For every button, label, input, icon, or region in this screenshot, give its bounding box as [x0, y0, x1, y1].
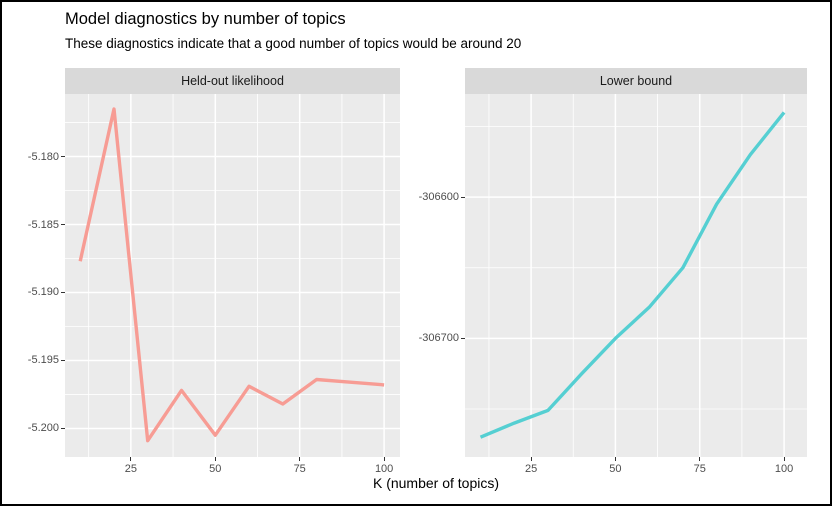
y-axis-tick [61, 156, 65, 158]
y-tick-label: -306600 [418, 191, 459, 204]
x-axis-tick [383, 457, 385, 461]
x-tick-label: 25 [524, 463, 538, 475]
y-axis-tick [61, 224, 65, 226]
y-tick-label: -5.180 [27, 150, 59, 163]
y-axis-tick [61, 427, 65, 429]
y-axis-tick [461, 337, 465, 339]
x-axis-tick [214, 457, 216, 461]
y-tick-label: -5.190 [27, 286, 59, 299]
major-gridlines [65, 94, 400, 457]
x-tick-label: 100 [774, 463, 794, 475]
facet-strip-lower-bound: Lower bound [465, 68, 807, 94]
x-tick-label: 25 [124, 463, 137, 475]
lower-bound-panel [465, 94, 807, 457]
x-axis-tick [130, 457, 132, 461]
x-tick-label: 75 [293, 463, 306, 475]
held-out-likelihood-panel [65, 94, 400, 457]
lower-bound-line [479, 111, 786, 439]
x-axis-tick [783, 457, 785, 461]
y-axis-tick [461, 196, 465, 198]
minor-gridlines [465, 94, 807, 457]
facet-lower-bound: Lower bound [465, 68, 807, 457]
x-tick-label: 75 [693, 463, 706, 475]
held-out-likelihood-line [78, 107, 385, 443]
plot-title: Model diagnostics by number of topics [65, 10, 346, 28]
x-tick-label: 50 [209, 463, 222, 475]
major-gridlines [465, 94, 807, 457]
x-axis-tick [530, 457, 532, 461]
x-tick-label: 50 [609, 463, 622, 475]
x-axis-tick [699, 457, 701, 461]
y-tick-label: -5.200 [27, 422, 59, 435]
panel-background [65, 94, 400, 457]
x-axis-tick [299, 457, 301, 461]
x-axis-title: K (number of topics) [372, 475, 500, 491]
plot-subtitle: These diagnostics indicate that a good n… [65, 36, 522, 51]
y-tick-label: -5.185 [27, 218, 59, 231]
x-tick-label: 100 [374, 463, 394, 475]
facet-strip-held-out-likelihood: Held-out likelihood [65, 68, 400, 94]
facet-held-out-likelihood: Held-out likelihood [65, 68, 400, 457]
x-axis-tick [614, 457, 616, 461]
y-tick-label: -306700 [418, 332, 459, 345]
y-tick-label: -5.195 [27, 354, 59, 367]
y-axis-tick [61, 291, 65, 293]
y-axis-tick [61, 359, 65, 361]
